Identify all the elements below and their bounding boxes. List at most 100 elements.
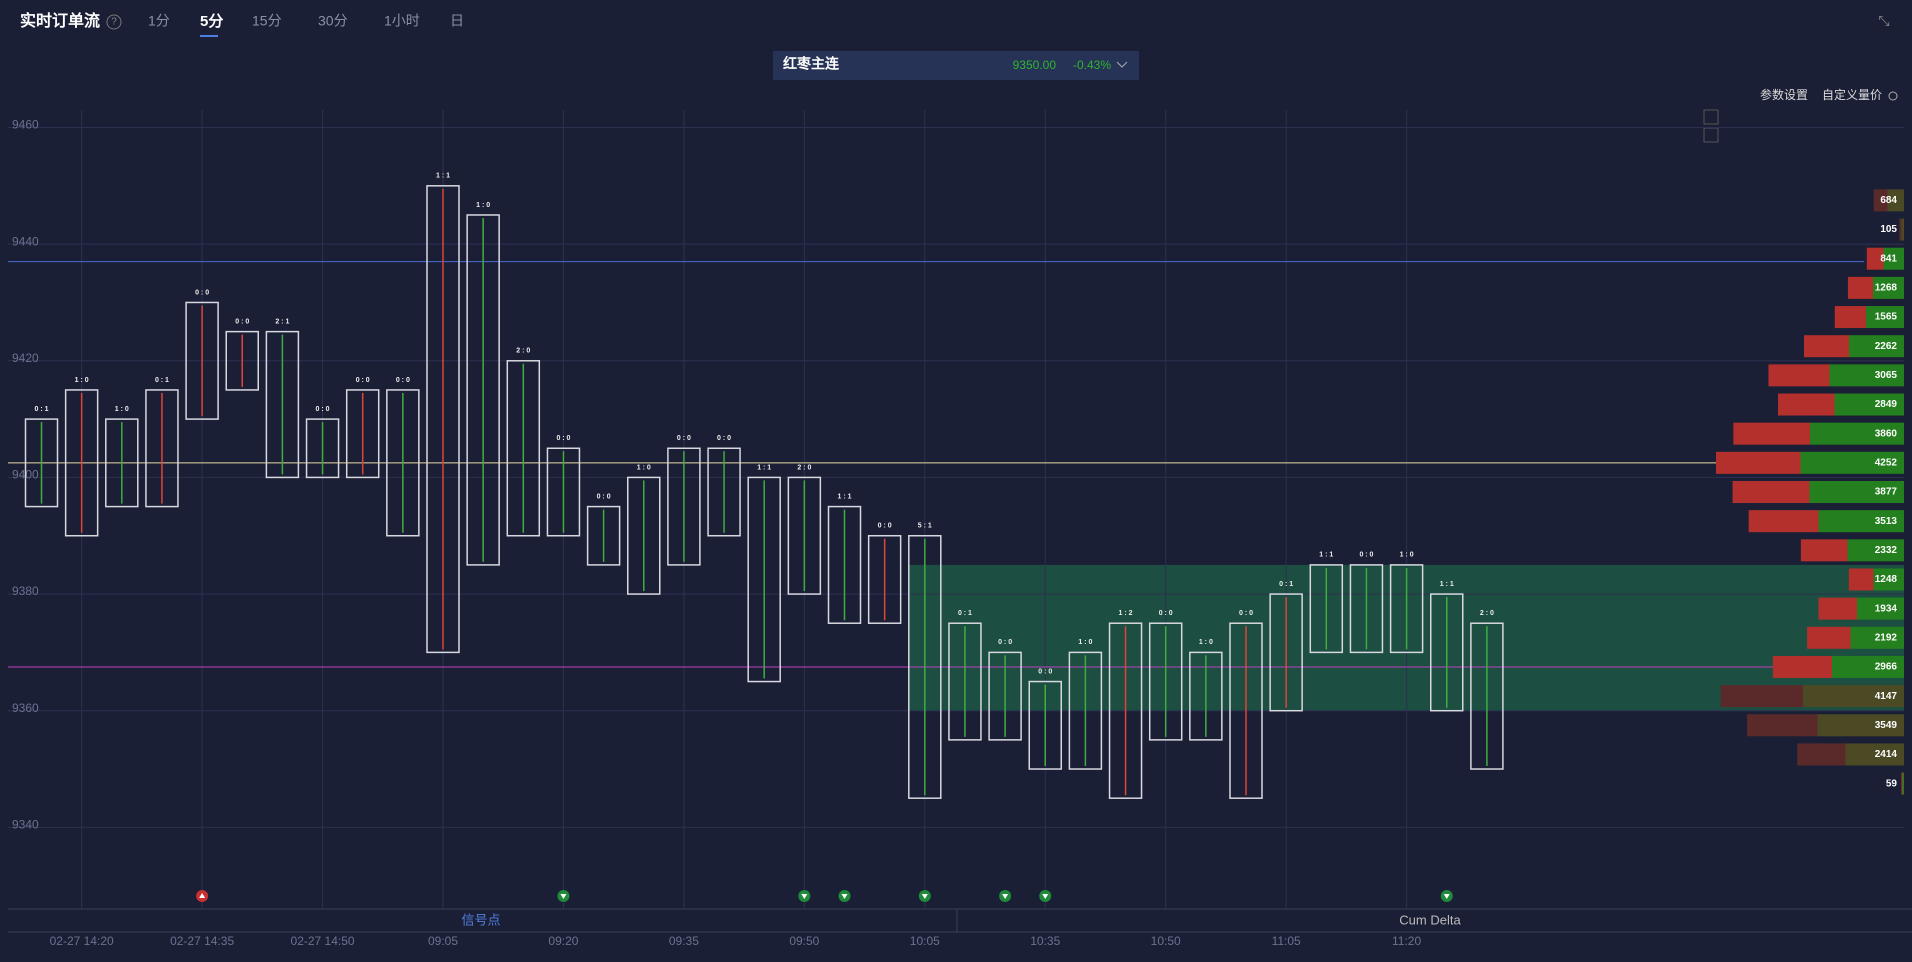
symbol-price[interactable]: 9350.00 xyxy=(1013,58,1057,72)
ratio-label: 0 : 0 xyxy=(396,377,410,384)
header-bar xyxy=(0,0,1912,44)
panel-tab[interactable]: Cum Delta xyxy=(1399,912,1461,927)
ratio-label: 0 : 0 xyxy=(556,435,570,442)
ratio-label: 1 : 0 xyxy=(115,406,129,413)
panel-tab[interactable]: 信号点 xyxy=(461,912,500,927)
footprint-candle xyxy=(787,476,822,595)
x-tick-label: 10:35 xyxy=(1030,934,1060,948)
ratio-label: 2 : 0 xyxy=(1480,610,1494,617)
signal-arrow xyxy=(1042,894,1049,899)
tab[interactable]: 日 xyxy=(450,13,464,29)
symbol-selector[interactable] xyxy=(773,51,1139,80)
ratio-label: 0 : 0 xyxy=(1038,668,1052,675)
footprint-candle xyxy=(185,301,219,420)
help-icon[interactable] xyxy=(106,14,122,30)
ratio-label: 0 : 1 xyxy=(1279,581,1293,588)
profile-bar xyxy=(1901,772,1904,795)
ratio-label: 0 : 1 xyxy=(34,406,48,413)
profile-bar xyxy=(1778,393,1904,416)
profile-bar xyxy=(1768,364,1904,387)
footprint-candle xyxy=(707,447,741,537)
ratio-label: 0 : 1 xyxy=(958,610,972,617)
ratio-label: 1 : 0 xyxy=(476,202,490,209)
settings-button[interactable]: 参数设置 xyxy=(1760,87,1808,102)
footprint-candle xyxy=(627,476,661,595)
x-tick-label: 02-27 14:35 xyxy=(170,934,234,948)
profile-bar xyxy=(1772,655,1904,678)
ratio-label: 0 : 0 xyxy=(316,406,330,413)
y-tick-label: 9360 xyxy=(12,701,39,715)
symbol-change[interactable]: -0.43% xyxy=(1073,58,1111,72)
y-tick-label: 9460 xyxy=(12,118,39,132)
footprint-candle xyxy=(1189,651,1223,741)
tab[interactable]: 1小时 xyxy=(384,13,420,29)
y-tick-label: 9420 xyxy=(12,351,39,365)
profile-bar xyxy=(1803,335,1904,358)
x-tick-label: 02-27 14:20 xyxy=(50,934,114,948)
footprint-candle xyxy=(1470,622,1504,770)
profile-bar xyxy=(1733,422,1904,445)
custom-icon[interactable] xyxy=(1888,91,1898,101)
tab[interactable]: 30分 xyxy=(318,13,348,29)
profile-label: 1248 xyxy=(1875,574,1898,585)
expand-button[interactable] xyxy=(1703,109,1719,125)
tab[interactable]: 5分 xyxy=(200,13,223,30)
help-text[interactable]: ? xyxy=(111,17,117,28)
custom-button[interactable]: 自定义量价 xyxy=(1822,87,1882,102)
signal-arrow xyxy=(801,894,808,899)
tabs: 1分 5分 15分 30分 1小时 日 xyxy=(148,13,464,37)
dropdown-arrow[interactable] xyxy=(1116,61,1128,68)
profile-label: 59 xyxy=(1886,778,1898,789)
footprint-candle xyxy=(345,389,380,479)
ratio-label: 0 : 0 xyxy=(597,493,611,500)
collapse-icon[interactable]: ⤡ xyxy=(1878,13,1889,29)
ratio-label: 2 : 0 xyxy=(797,464,811,471)
ratio-label: 0 : 0 xyxy=(878,523,892,530)
x-tick-label: 10:50 xyxy=(1151,934,1181,948)
footprint-candle xyxy=(145,389,179,508)
profile-label: 4147 xyxy=(1875,691,1898,702)
signal-arrow xyxy=(560,894,567,899)
profile-bar xyxy=(1899,218,1904,241)
info-button[interactable] xyxy=(1703,127,1719,143)
ratio-label: 0 : 0 xyxy=(1159,610,1173,617)
profile-bar xyxy=(1748,510,1904,533)
signal-arrow xyxy=(1443,894,1450,899)
x-tick-label: 09:20 xyxy=(548,934,578,948)
ratio-label: 0 : 1 xyxy=(155,377,169,384)
footprint-candle xyxy=(225,330,259,391)
x-tick-label: 11:05 xyxy=(1272,934,1301,948)
signal-arrow xyxy=(199,893,206,898)
footprint-candle xyxy=(105,418,139,508)
footprint-candle xyxy=(1068,651,1103,770)
profile-bar xyxy=(1873,189,1904,212)
ratio-label: 2 : 0 xyxy=(516,348,530,355)
footprint-candle xyxy=(1148,622,1183,741)
footprint-candle xyxy=(586,505,621,566)
profile-bar xyxy=(1747,714,1904,737)
footprint-candle xyxy=(667,447,701,566)
ratio-label: 1 : 1 xyxy=(1440,581,1454,588)
ratio-label: 0 : 0 xyxy=(1239,610,1253,617)
ratio-label: 0 : 0 xyxy=(677,435,691,442)
profile-label: 2332 xyxy=(1875,545,1898,556)
header-title: 实时订单流 xyxy=(20,11,100,30)
profile-bar xyxy=(1847,276,1904,299)
profile-bar xyxy=(1800,539,1904,562)
profile-label: 3877 xyxy=(1875,487,1898,498)
ratio-label: 0 : 0 xyxy=(998,639,1012,646)
tab[interactable]: 1分 xyxy=(148,13,170,29)
profile-label: 3860 xyxy=(1875,428,1898,439)
profile-label: 3065 xyxy=(1875,370,1898,381)
footprint-candle xyxy=(908,534,942,799)
footprint-candle xyxy=(546,447,581,537)
symbol-name[interactable]: 红枣主连 xyxy=(783,56,840,72)
profile-label: 1565 xyxy=(1875,312,1898,323)
tab[interactable]: 15分 xyxy=(252,13,282,29)
ratio-label: 1 : 1 xyxy=(837,493,851,500)
ratio-label: 1 : 0 xyxy=(637,464,651,471)
signal-arrow xyxy=(1002,894,1009,899)
footprint-candle xyxy=(948,622,982,741)
